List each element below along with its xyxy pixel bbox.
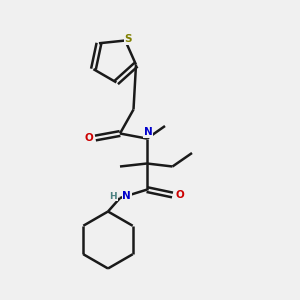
Text: O: O xyxy=(176,190,184,200)
Text: H: H xyxy=(110,192,117,201)
Text: S: S xyxy=(124,34,132,44)
Text: N: N xyxy=(122,191,131,201)
Text: O: O xyxy=(84,133,93,143)
Text: N: N xyxy=(143,127,152,137)
